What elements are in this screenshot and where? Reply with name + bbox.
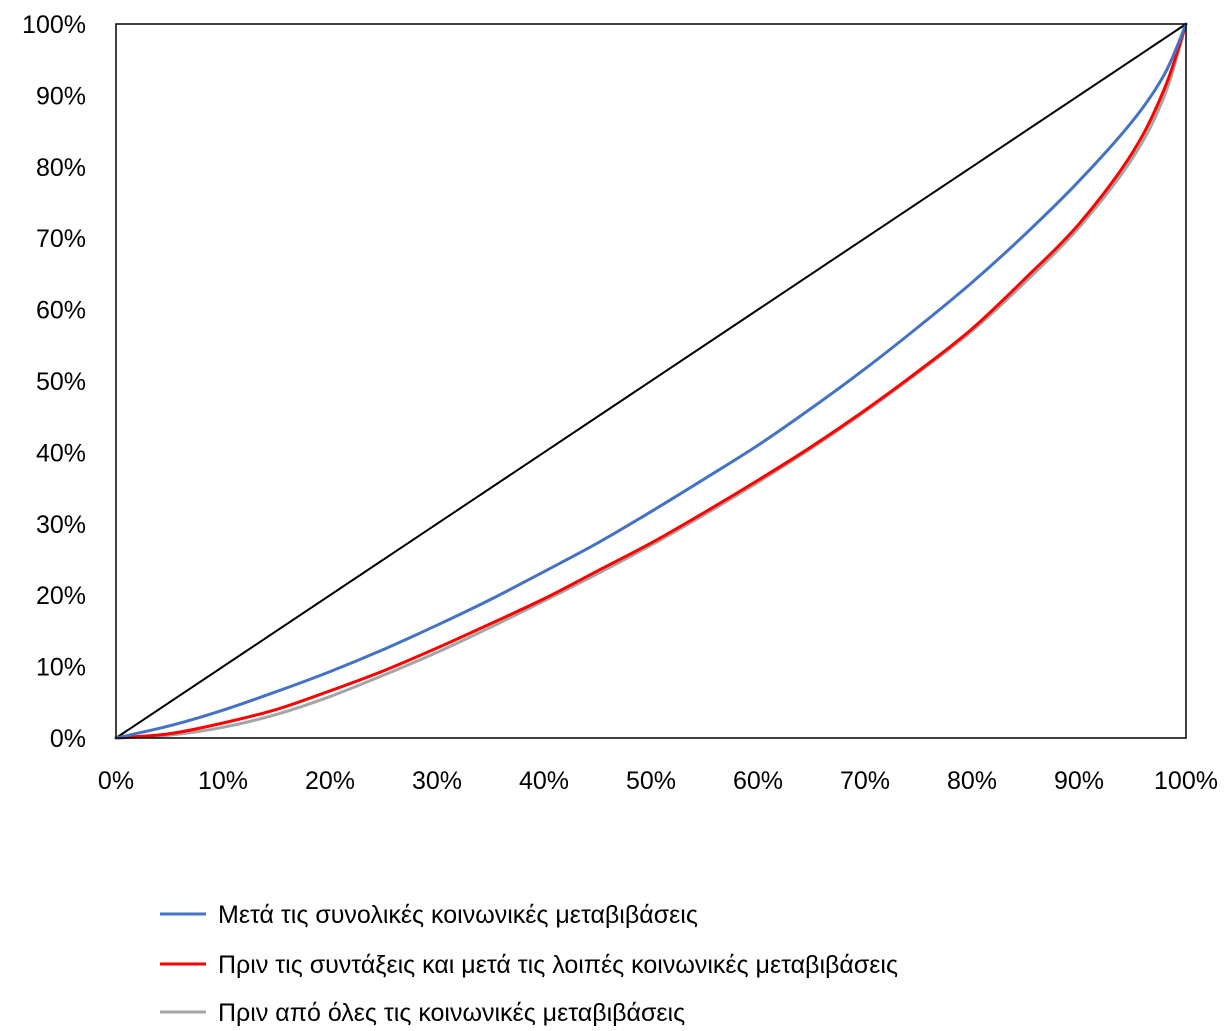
equality-line [115, 23, 1187, 739]
y-tick-label: 30% [36, 511, 86, 539]
y-tick-label: 10% [36, 654, 86, 682]
y-tick-label: 80% [36, 154, 86, 182]
y-tick-label: 40% [36, 439, 86, 467]
series-line-2 [114, 22, 1188, 740]
x-axis-tick-labels: 0% 10% 20% 30% 40% 50% 60% 70% 80% 90% 100% [98, 767, 1218, 795]
y-tick-label: 100% [22, 11, 86, 39]
x-tick-label: 50% [626, 767, 676, 795]
x-tick-label: 40% [519, 767, 569, 795]
legend-label-1: Μετά τις συνολικές κοινωνικές μεταβιβάσε… [218, 901, 698, 929]
y-tick-label: 20% [36, 582, 86, 610]
x-tick-label: 20% [305, 767, 355, 795]
x-tick-label: 90% [1054, 767, 1104, 795]
y-axis-tick-labels: 0% 10% 20% 30% 40% 50% 60% 70% 80% 90% 100% [22, 11, 86, 753]
y-tick-label: 50% [36, 368, 86, 396]
x-tick-label: 10% [198, 767, 248, 795]
x-tick-label: 30% [412, 767, 462, 795]
legend-label-2: Πριν τις συντάξεις και μετά τις λοιπές κ… [218, 951, 898, 979]
y-tick-label: 90% [36, 82, 86, 110]
x-tick-label: 0% [98, 767, 134, 795]
series-line-3 [114, 22, 1188, 740]
y-tick-label: 60% [36, 297, 86, 325]
y-tick-label: 70% [36, 225, 86, 253]
legend-label-3: Πριν από όλες τις κοινωνικές μεταβιβάσει… [218, 999, 685, 1026]
y-tick-label: 0% [50, 725, 86, 753]
legend: Μετά τις συνολικές κοινωνικές μεταβιβάσε… [160, 901, 898, 1027]
x-tick-label: 80% [947, 767, 997, 795]
x-tick-label: 60% [733, 767, 783, 795]
x-tick-label: 100% [1154, 767, 1218, 795]
curves-layer [114, 22, 1188, 740]
x-tick-label: 70% [840, 767, 890, 795]
series-line-1 [114, 22, 1188, 740]
plot-area-frame [115, 23, 1187, 739]
